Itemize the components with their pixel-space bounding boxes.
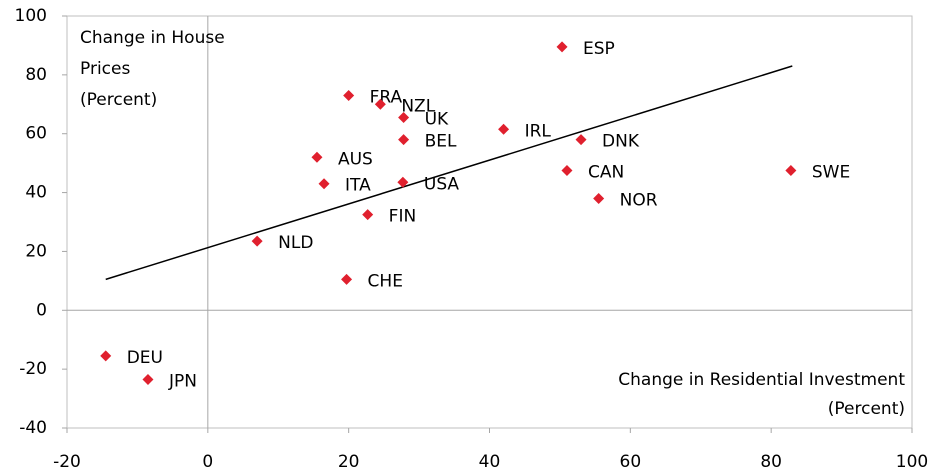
x-tick-label: -20 xyxy=(53,452,81,472)
y-tick-label: -40 xyxy=(19,418,47,438)
point xyxy=(398,112,410,124)
point-label: UK xyxy=(425,110,449,130)
y-tick-label: -20 xyxy=(19,359,47,379)
point xyxy=(398,134,410,146)
x-tick-label: 20 xyxy=(338,452,360,472)
point-label: SWE xyxy=(812,163,850,183)
point-label: FRA xyxy=(370,87,403,107)
point-label: DNK xyxy=(602,132,640,152)
point xyxy=(498,123,510,135)
point xyxy=(575,134,587,146)
point-label: ITA xyxy=(345,176,371,196)
point-label: USA xyxy=(424,174,460,194)
point-label: CAN xyxy=(588,163,624,183)
y-tick-label: 60 xyxy=(25,124,47,144)
point-label: NOR xyxy=(620,190,658,210)
point-label: BEL xyxy=(425,132,457,152)
point xyxy=(318,178,330,190)
point xyxy=(311,151,323,163)
x-tick-label: 100 xyxy=(896,452,928,472)
x-tick-label: 0 xyxy=(202,452,213,472)
x-tick-label: 80 xyxy=(760,452,782,472)
y-axis-label: Change in House xyxy=(80,28,225,48)
y-axis-label: (Percent) xyxy=(80,90,157,110)
point xyxy=(362,209,374,221)
x-axis-label: (Percent) xyxy=(828,399,905,419)
plot-frame xyxy=(66,15,913,429)
y-tick-label: 0 xyxy=(36,300,47,320)
point-label: FIN xyxy=(389,207,417,227)
point xyxy=(341,273,353,285)
point-label: DEU xyxy=(127,348,163,368)
x-axis-label: Change in Residential Investment xyxy=(618,370,905,390)
point xyxy=(142,373,154,385)
point xyxy=(251,235,263,247)
x-tick-label: 40 xyxy=(479,452,501,472)
x-tick-label: 60 xyxy=(620,452,642,472)
y-tick-label: 80 xyxy=(25,65,47,85)
point-label: JPN xyxy=(168,371,197,391)
point-label: NLD xyxy=(278,233,313,253)
point xyxy=(374,98,386,110)
point-label: IRL xyxy=(525,121,552,141)
point xyxy=(561,165,573,176)
point xyxy=(556,41,568,53)
y-tick-label: 40 xyxy=(25,183,47,203)
y-tick-label: 20 xyxy=(25,241,47,261)
point xyxy=(343,89,355,101)
point xyxy=(397,176,409,188)
y-axis-label: Prices xyxy=(80,59,130,79)
trendline xyxy=(105,65,793,281)
y-tick-label: 100 xyxy=(15,6,47,26)
point xyxy=(785,165,797,176)
point-label: CHE xyxy=(368,271,403,291)
point-label: ESP xyxy=(583,39,615,59)
point xyxy=(100,350,112,362)
point-label: AUS xyxy=(338,149,373,169)
point-label: NZL xyxy=(401,96,435,116)
point xyxy=(593,192,605,204)
